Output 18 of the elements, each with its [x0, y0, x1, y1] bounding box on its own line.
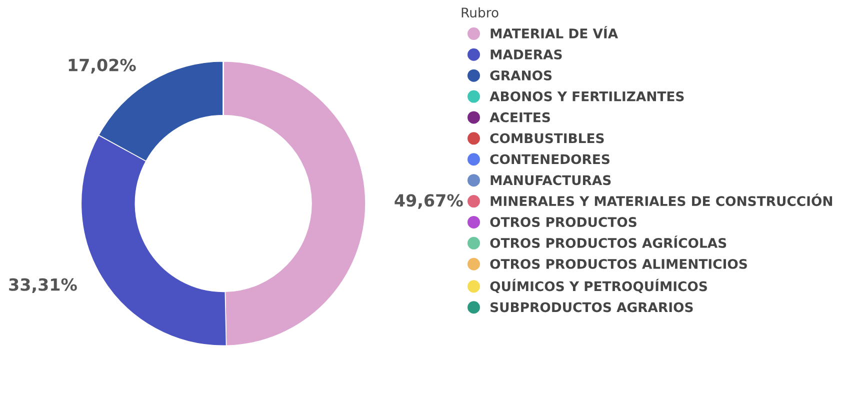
legend-label: OTROS PRODUCTOS AGRÍCOLAS [490, 236, 726, 248]
legend-label: ABONOS Y FERTILIZANTES [490, 91, 684, 102]
data-label: 49,67% [394, 194, 463, 209]
legend-label: MATERIAL DE VÍA [490, 26, 618, 38]
legend-label: MADERAS [490, 49, 562, 60]
legend-label: OTROS PRODUCTOS ALIMENTICIOS [490, 258, 747, 269]
legend-label: MINERALES Y MATERIALES DE CONSTRUCCIÓN [490, 194, 832, 206]
legend-label: COMBUSTIBLES [490, 133, 604, 144]
data-label: 33,31% [9, 278, 77, 294]
data-label: 17,02% [68, 58, 136, 74]
legend-label: OTROS PRODUCTOS [490, 217, 636, 228]
legend-label: SUBPRODUCTOS AGRARIOS [490, 302, 693, 312]
legend-label: CONTENEDORES [490, 154, 610, 164]
legend-title: Rubro [462, 7, 498, 18]
legend-label: QUÍMICOS Y PETROQUÍMICOS [490, 278, 707, 293]
legend-label: ACEITES [490, 112, 550, 122]
legend-label: MANUFACTURAS [490, 175, 611, 186]
legend-label: GRANOS [490, 70, 552, 80]
